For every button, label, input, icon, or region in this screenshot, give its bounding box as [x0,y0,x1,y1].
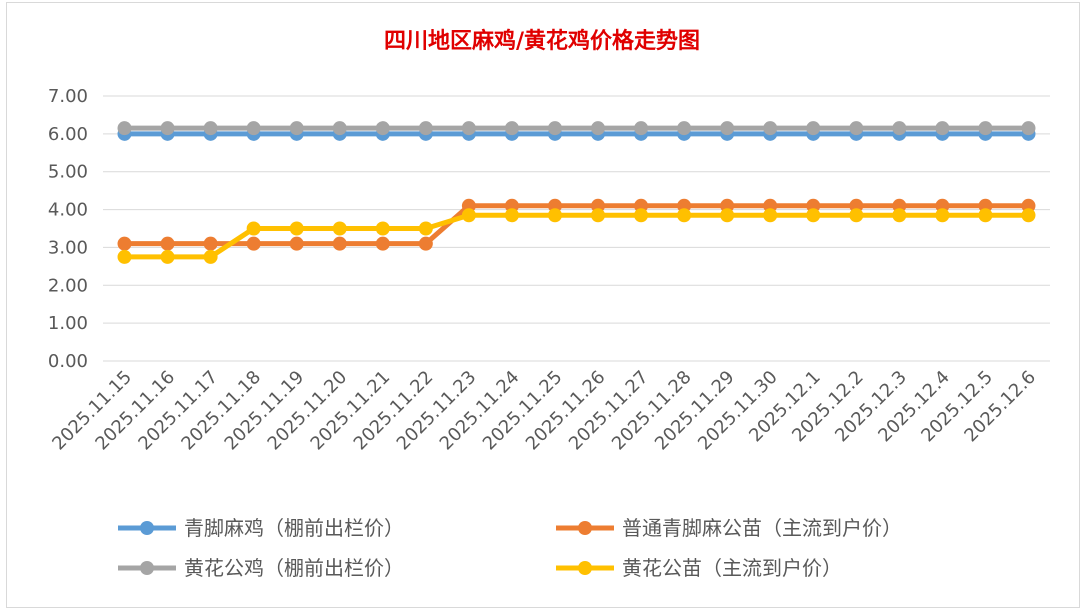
legend-item: 青脚麻鸡（棚前出栏价） [118,516,404,540]
data-point [504,121,519,136]
legend-item: 普通青脚麻公苗（主流到户价） [556,516,902,540]
legend-marker [578,521,592,535]
data-point [375,121,390,136]
data-point [1021,121,1036,136]
data-point [1021,208,1036,223]
data-point [418,221,433,236]
data-point [935,208,950,223]
data-point [806,208,821,223]
data-point [418,121,433,136]
data-point [375,221,390,236]
data-point [418,236,433,251]
data-point [892,208,907,223]
data-point [763,121,778,136]
legend-item: 黄花公鸡（棚前出栏价） [118,556,404,580]
data-point [634,208,649,223]
legend-label: 黄花公苗（主流到户价） [622,556,842,580]
data-point [160,249,175,264]
data-point [677,121,692,136]
data-point [935,121,950,136]
data-point [160,236,175,251]
data-point [117,249,132,264]
y-tick-label: 2.00 [48,275,88,296]
x-axis-ticks: 2025.11.152025.11.162025.11.172025.11.18… [48,367,1040,455]
data-point [461,121,476,136]
legend: 青脚麻鸡（棚前出栏价） 普通青脚麻公苗（主流到户价） 黄花公鸡（棚前出栏价） 黄花公苗… [118,516,902,580]
series-line [124,212,1029,260]
y-tick-label: 4.00 [48,200,88,221]
series-2 [117,121,1036,136]
data-point [978,208,993,223]
data-point [591,208,606,223]
data-point [375,236,390,251]
legend-marker [140,521,154,535]
data-point [332,221,347,236]
data-point [203,236,218,251]
data-point [289,221,304,236]
data-point [160,121,175,136]
y-tick-label: 6.00 [48,124,88,145]
series-line [124,203,1029,247]
data-point [591,121,606,136]
data-point [332,121,347,136]
legend-label: 黄花公鸡（棚前出栏价） [184,556,404,580]
data-point [332,236,347,251]
y-tick-label: 7.00 [48,86,88,107]
data-point [203,249,218,264]
data-point [547,208,562,223]
data-point [246,221,261,236]
y-tick-label: 5.00 [48,162,88,183]
y-tick-label: 1.00 [48,313,88,334]
data-point [634,121,649,136]
y-tick-label: 3.00 [48,237,88,258]
data-point [677,208,692,223]
legend-item: 黄花公苗（主流到户价） [556,556,842,580]
data-point [547,121,562,136]
data-point [849,121,864,136]
data-point [117,121,132,136]
data-point [720,208,735,223]
data-point [246,236,261,251]
data-point [763,208,778,223]
series-lines [117,121,1036,264]
data-point [246,121,261,136]
legend-label: 青脚麻鸡（棚前出栏价） [184,516,404,540]
chart-title: 四川地区麻鸡/黄花鸡价格走势图 [384,28,700,54]
legend-label: 普通青脚麻公苗（主流到户价） [622,516,902,540]
chart-frame [6,2,1080,608]
data-point [806,121,821,136]
data-point [461,208,476,223]
data-point [504,208,519,223]
legend-marker [578,561,592,575]
series-3 [117,208,1036,264]
data-point [289,236,304,251]
data-point [978,121,993,136]
data-point [849,208,864,223]
y-axis-ticks: 0.00 1.00 2.00 3.00 4.00 5.00 6.00 7.00 [48,86,88,372]
data-point [289,121,304,136]
data-point [720,121,735,136]
y-tick-label: 0.00 [48,351,88,372]
legend-marker [140,561,154,575]
data-point [203,121,218,136]
data-point [892,121,907,136]
data-point [117,236,132,251]
